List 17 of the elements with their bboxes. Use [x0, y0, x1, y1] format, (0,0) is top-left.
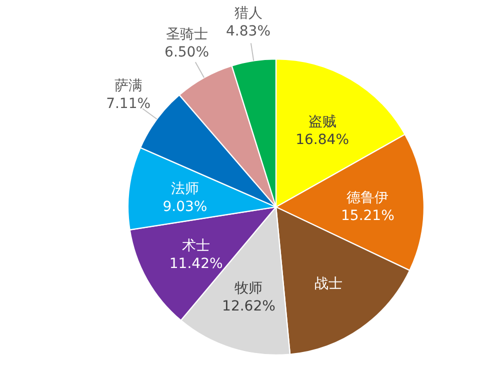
- data-label: 12.62%: [222, 298, 276, 315]
- slice-label: 战士: [314, 276, 343, 292]
- slice-label: 法师: [170, 181, 199, 198]
- data-label: 11.42%: [169, 256, 223, 272]
- data-label: 16.84%: [296, 132, 350, 148]
- slice-label: 萨满: [114, 78, 142, 94]
- slice-label: 猎人: [234, 6, 262, 22]
- data-label: 15.21%: [341, 208, 394, 224]
- data-label: 6.50%: [164, 44, 210, 61]
- slice-label: 牧师: [234, 280, 263, 297]
- slice-label: 德鲁伊: [346, 190, 389, 206]
- slice-label: 术士: [182, 238, 210, 254]
- data-label: 9.03%: [162, 199, 208, 216]
- slice-label: 圣骑士: [166, 26, 208, 43]
- data-label: 7.11%: [106, 96, 151, 112]
- slice-label: 盗贼: [308, 114, 336, 130]
- data-label: 4.83%: [226, 24, 270, 40]
